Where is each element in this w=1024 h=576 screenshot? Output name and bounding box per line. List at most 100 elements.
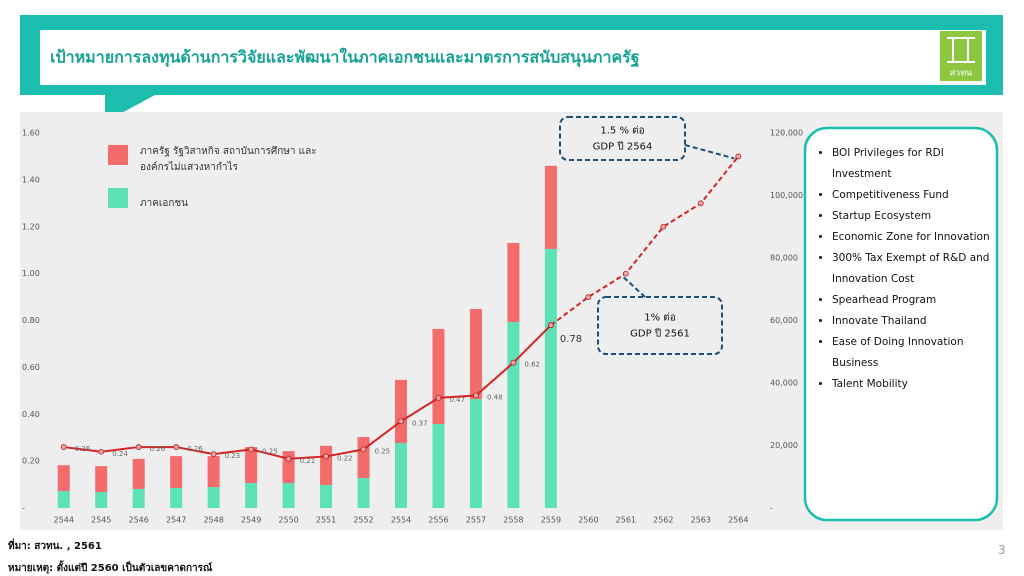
data-label: 0.26 xyxy=(75,445,91,453)
bar-segment xyxy=(432,328,445,424)
callout-box xyxy=(597,296,723,355)
bar-segment xyxy=(95,492,108,508)
legend-swatch xyxy=(108,188,128,208)
bar-segment xyxy=(170,456,183,488)
logo-icon xyxy=(947,37,975,63)
y2-tick-label: - xyxy=(770,504,773,513)
measures-list: BOI Privileges for RDI InvestmentCompeti… xyxy=(818,143,997,395)
x-tick-label: 2548 xyxy=(203,516,223,525)
x-tick-label: 2551 xyxy=(316,516,336,525)
callout-text: GDP ปี 2564 xyxy=(593,141,653,153)
measure-item: 300% Tax Exempt of R&D and Innovation Co… xyxy=(832,248,997,290)
x-tick-label: 2544 xyxy=(54,516,74,525)
y-tick-label: 1.20 xyxy=(22,222,40,231)
line-point xyxy=(60,444,67,450)
x-tick-label: 2556 xyxy=(428,516,448,525)
measures-box xyxy=(803,126,999,522)
callout-pointer xyxy=(684,144,735,160)
bar-segment xyxy=(57,465,70,492)
legend-entry: ภาครัฐ รัฐวิสาหกิจ สถาบันการศึกษา และองค… xyxy=(140,146,317,173)
x-tick-label: 2560 xyxy=(578,516,598,525)
forecast-line xyxy=(550,155,740,326)
x-tick-label: 2557 xyxy=(466,516,486,525)
legend-entry: ภาคเอกชน xyxy=(140,198,188,209)
measure-item: Competitiveness Fund xyxy=(832,185,997,206)
logo-text: สวทน xyxy=(950,69,973,79)
logo xyxy=(940,31,982,81)
bar-segment xyxy=(432,423,445,508)
line-point xyxy=(622,270,629,277)
line-point xyxy=(473,392,479,399)
line-point xyxy=(547,322,554,329)
data-label: 0.22 xyxy=(337,454,353,462)
data-label: 0.62 xyxy=(524,361,540,369)
line-point xyxy=(697,200,704,207)
line-point xyxy=(435,394,442,401)
bar-segment xyxy=(320,445,333,485)
x-tick-label: 2562 xyxy=(653,516,673,525)
bar-segment xyxy=(469,398,482,508)
callout-pointer xyxy=(621,274,646,298)
x-tick-label: 2550 xyxy=(278,516,298,525)
y2-tick-label: 120,000 xyxy=(770,129,803,138)
callout-text: GDP ปี 2561 xyxy=(630,328,690,340)
line-point xyxy=(210,451,217,457)
line-point xyxy=(398,418,404,425)
bar-segment xyxy=(544,248,557,508)
header-box xyxy=(40,30,986,85)
data-label: 0.37 xyxy=(412,419,428,427)
bar-segment xyxy=(95,466,108,493)
source-note: ที่มา: สวทน. , 2561 xyxy=(8,541,102,552)
measure-item: BOI Privileges for RDI Investment xyxy=(832,143,997,185)
x-tick-label: 2546 xyxy=(129,516,149,525)
y-tick-label: 0.80 xyxy=(22,316,40,325)
x-tick-label: 2563 xyxy=(691,516,711,525)
callout-text: 1% ต่อ xyxy=(644,313,676,324)
y2-tick-label: 80,000 xyxy=(770,254,798,263)
measure-item: Spearhead Program xyxy=(832,290,997,311)
bar-segment xyxy=(469,308,482,399)
bar-segment xyxy=(507,243,520,323)
bar-segment xyxy=(57,491,70,508)
bar-segment xyxy=(282,483,295,508)
line-point xyxy=(360,446,367,453)
bar-segment xyxy=(507,322,520,508)
bar-segment xyxy=(320,484,333,508)
line-point xyxy=(98,448,105,455)
measure-item: Startup Ecosystem xyxy=(832,206,997,227)
bar-segment xyxy=(357,437,370,478)
bar-segment xyxy=(245,483,258,508)
bar-segment xyxy=(207,456,220,488)
bar-segment xyxy=(395,443,407,508)
x-tick-label: 2545 xyxy=(91,516,111,525)
y2-tick-label: 60,000 xyxy=(770,316,798,325)
y-tick-label: 1.60 xyxy=(22,129,40,138)
y-tick-label: 0.60 xyxy=(22,363,40,372)
data-label: 0.78 xyxy=(560,334,582,345)
y2-tick-label: 40,000 xyxy=(770,379,798,388)
x-tick-label: 2552 xyxy=(353,516,373,525)
data-label: 0.48 xyxy=(487,394,503,402)
slide-title: เป้าหมายการลงทุนด้านการวิจัยและพัฒนาในภา… xyxy=(50,48,640,68)
y2-tick-label: 20,000 xyxy=(770,441,798,450)
y-tick-label: 1.40 xyxy=(22,175,40,184)
x-tick-label: 2549 xyxy=(241,516,261,525)
data-label: 0.26 xyxy=(187,445,203,453)
data-label: 0.26 xyxy=(150,445,166,453)
x-tick-label: 2558 xyxy=(503,516,523,525)
data-label: 0.24 xyxy=(112,450,128,458)
measure-item: Economic Zone for Innovation xyxy=(832,227,997,248)
bar-segment xyxy=(544,165,557,249)
line-point xyxy=(585,294,592,300)
x-tick-label: 2564 xyxy=(728,516,748,525)
line-point xyxy=(735,153,742,160)
forecast-note: หมายเหตุ: ตั้งแต่ปี 2560 เป็นตัวเลขคาดกา… xyxy=(8,563,213,574)
bar-segment xyxy=(395,379,407,443)
legend-swatch xyxy=(108,145,128,165)
y-tick-label: - xyxy=(22,504,25,513)
measure-item: Innovate Thailand xyxy=(832,311,997,332)
measure-item: Ease of Doing Innovation Business xyxy=(832,332,997,374)
data-label: 0.25 xyxy=(375,447,391,455)
y-tick-label: 0.20 xyxy=(22,457,40,466)
